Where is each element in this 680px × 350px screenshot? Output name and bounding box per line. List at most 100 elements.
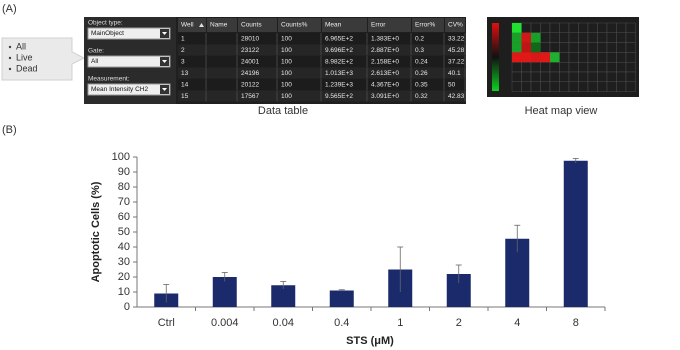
table-cell: 42.83 [448, 93, 465, 100]
table-cell: 0.2 [415, 36, 424, 43]
heat-cell [578, 32, 589, 43]
y-tick-label: 60 [118, 211, 130, 223]
heat-cell [568, 22, 579, 34]
heat-cell [578, 42, 589, 53]
heat-cell [559, 81, 570, 92]
header-cell [207, 18, 237, 32]
header-cell [412, 18, 444, 32]
column-header: Mean [325, 22, 342, 29]
heat-cell [578, 81, 589, 92]
table-cell: 2 [181, 47, 185, 54]
gate-option: Live [16, 52, 33, 62]
table-cell: 2.887E+0 [371, 47, 399, 54]
heat-cell [549, 62, 560, 73]
heat-cell [530, 62, 541, 73]
color-scale [492, 23, 499, 91]
table-cell: 1.013E+3 [325, 70, 353, 77]
column-header: Counts [241, 22, 262, 29]
heat-cell [597, 22, 608, 34]
table-cell: 2.613E+0 [371, 70, 399, 77]
table-cell: 9.565E+2 [325, 93, 353, 100]
table-cell: 45.28 [448, 47, 465, 54]
table-cell: 40.1 [448, 70, 461, 77]
heat-cell [540, 71, 551, 83]
table-cell: 4.367E+0 [371, 82, 399, 89]
heat-cell [606, 52, 617, 63]
heat-cell [540, 42, 551, 53]
heat-cell [597, 32, 608, 43]
heat-cell [587, 22, 598, 34]
heat-cell [587, 81, 598, 92]
heat-cell [616, 71, 627, 83]
table-cell: 0.3 [415, 47, 424, 54]
heat-cell [540, 81, 551, 92]
heat-cell-colored [521, 42, 531, 53]
header-cell [368, 18, 411, 32]
heat-cell [568, 71, 579, 83]
dropdown-value: Mean Intensity CH2 [91, 86, 148, 93]
bullet [8, 56, 12, 60]
panel-label: (A) [2, 3, 17, 15]
heat-cell-colored [540, 52, 550, 63]
heat-cell-colored [531, 52, 541, 63]
heat-cell [625, 22, 636, 34]
heat-cell [606, 71, 617, 83]
heat-cell-colored [512, 52, 522, 63]
table-cell: 100 [281, 93, 292, 100]
heat-cell [616, 22, 627, 34]
y-tick-label: 80 [118, 181, 130, 193]
heat-cell [578, 62, 589, 73]
heat-cell [530, 71, 541, 83]
heat-cell [597, 42, 608, 53]
x-tick-label: 4 [514, 317, 520, 329]
table-row [178, 79, 466, 90]
table-row [178, 56, 466, 67]
table-row [178, 67, 466, 79]
table-cell: 24196 [241, 70, 259, 77]
table-cell: 0.24 [415, 59, 428, 66]
heat-cell [568, 52, 579, 63]
heat-cell [616, 62, 627, 73]
table-cell: 1.239E+3 [325, 82, 353, 89]
table-cell: 9.696E+2 [325, 47, 353, 54]
table-cell: 13 [181, 70, 189, 77]
heat-cell [625, 32, 636, 43]
table-cell: 100 [281, 59, 292, 66]
table-cell: 37.22 [448, 59, 465, 66]
column-header: Well [181, 22, 194, 29]
table-cell: 17567 [241, 93, 259, 100]
y-tick-label: 50 [118, 226, 130, 238]
heat-cell [549, 42, 560, 53]
dropdown [87, 83, 171, 96]
table-cell: 50 [448, 82, 456, 89]
y-axis-label: Apoptotic Cells (%) [90, 181, 102, 282]
heat-cell [511, 62, 522, 73]
table-cell: 100 [281, 70, 292, 77]
heat-cell [521, 81, 532, 92]
heat-cell [616, 81, 627, 92]
heat-cell [549, 32, 560, 43]
gate-option: All [16, 41, 26, 51]
header-cell [322, 18, 367, 32]
heat-cell [549, 71, 560, 83]
heat-cell [540, 62, 551, 73]
heat-cell [606, 42, 617, 53]
x-tick-label: 2 [456, 317, 462, 329]
caption: Heat map view [525, 105, 598, 117]
heat-cell [587, 52, 598, 63]
heat-cell [606, 22, 617, 34]
heat-cell [578, 71, 589, 83]
heat-cell [616, 42, 627, 53]
heat-cell [606, 32, 617, 43]
table-row [178, 44, 466, 56]
bar [563, 160, 588, 307]
table-cell: 3.091E+0 [371, 93, 399, 100]
x-tick-label: 0.04 [273, 317, 294, 329]
heat-cell [549, 81, 560, 92]
bar [271, 285, 296, 307]
table-cell: 20122 [241, 82, 259, 89]
table-cell: 15 [181, 93, 189, 100]
table-cell: 23122 [241, 47, 259, 54]
column-header: Counts% [281, 22, 308, 29]
x-tick-label: 8 [573, 317, 579, 329]
